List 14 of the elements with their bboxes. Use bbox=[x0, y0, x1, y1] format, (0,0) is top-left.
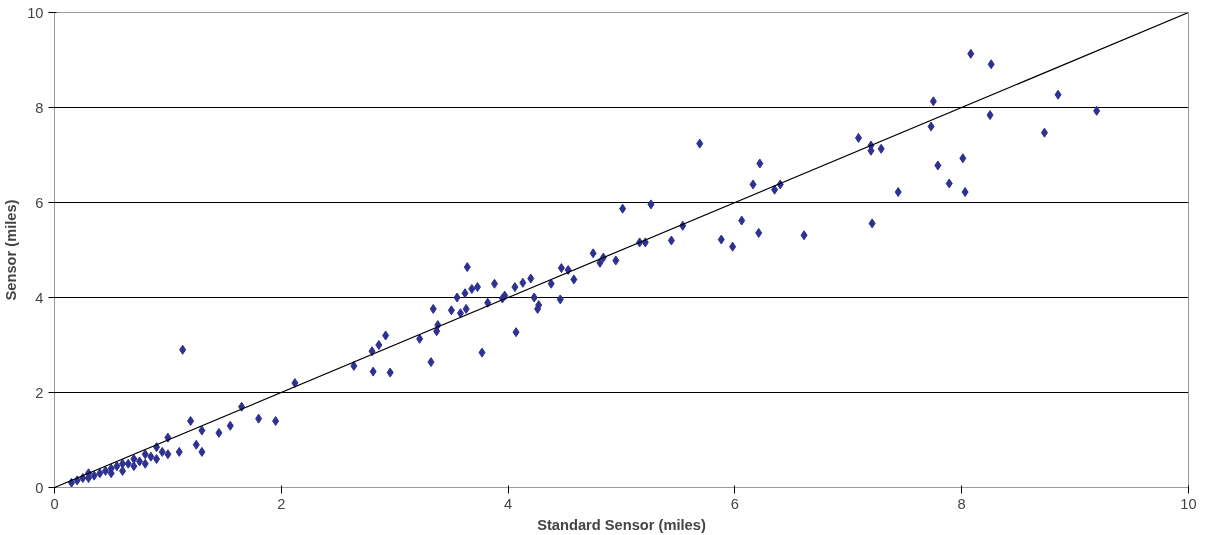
x-tick-label: 6 bbox=[730, 495, 739, 512]
x-tick-label: 10 bbox=[1180, 495, 1197, 512]
y-axis-title: Sensor (miles) bbox=[3, 199, 20, 301]
x-tick-label: 4 bbox=[504, 495, 513, 512]
y-tick-label: 2 bbox=[35, 384, 44, 401]
x-tick-label: 2 bbox=[277, 495, 286, 512]
y-tick-label: 4 bbox=[35, 289, 44, 306]
y-tick-label: 6 bbox=[35, 194, 44, 211]
x-axis-title: Standard Sensor (miles) bbox=[537, 516, 706, 533]
x-tick-label: 0 bbox=[50, 495, 59, 512]
y-tick-label: 0 bbox=[35, 479, 44, 496]
y-tick-label: 10 bbox=[27, 4, 44, 21]
y-tick-label: 8 bbox=[35, 99, 44, 116]
x-tick-label: 8 bbox=[957, 495, 966, 512]
